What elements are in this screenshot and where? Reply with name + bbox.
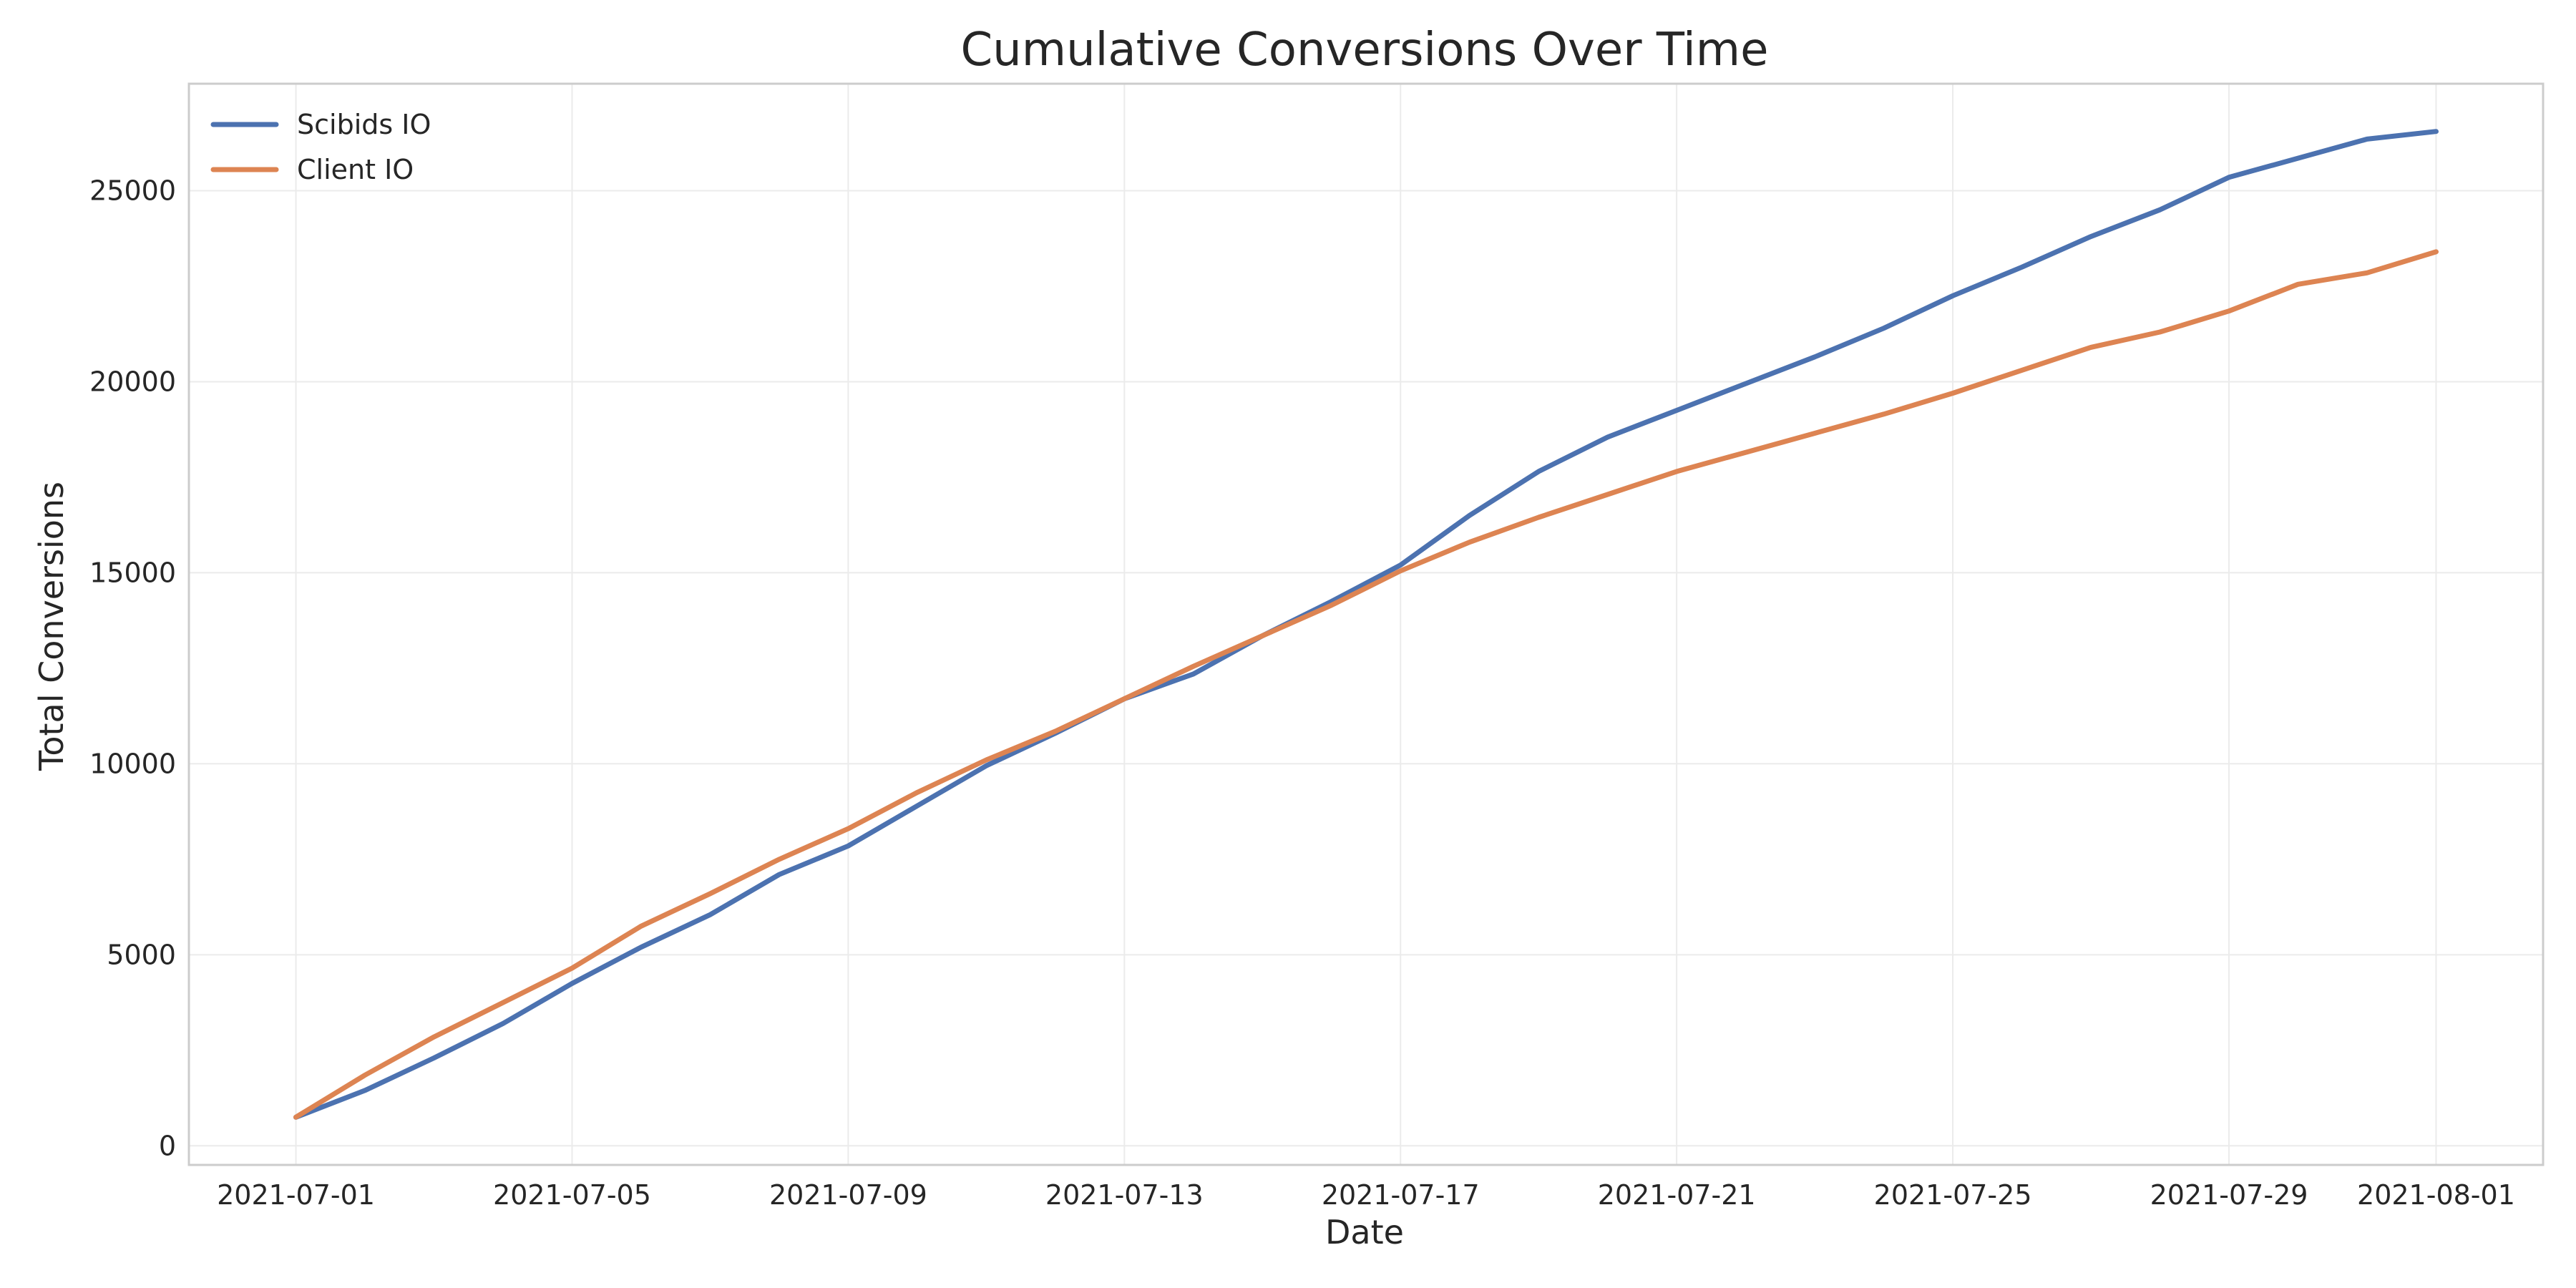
series-lines bbox=[293, 129, 2439, 1120]
y-tick-label: 5000 bbox=[107, 939, 176, 970]
series-line-scibids-io bbox=[293, 129, 2439, 1120]
x-tick-label: 2021-07-09 bbox=[769, 1179, 927, 1211]
x-axis-label: Date bbox=[1325, 1213, 1404, 1252]
legend: Scibids IO Client IO bbox=[210, 109, 431, 185]
series-line-client-io bbox=[293, 249, 2439, 1120]
x-tick-label: 2021-07-01 bbox=[217, 1179, 375, 1211]
y-tick-label: 25000 bbox=[89, 175, 176, 206]
x-tick-label: 2021-07-13 bbox=[1045, 1179, 1204, 1211]
x-tick-label: 2021-07-29 bbox=[2150, 1179, 2308, 1211]
x-tick-label: 2021-08-01 bbox=[2357, 1179, 2515, 1211]
grid-lines bbox=[189, 84, 2543, 1165]
y-tick-label: 10000 bbox=[89, 748, 176, 779]
x-tick-label: 2021-07-05 bbox=[493, 1179, 651, 1211]
y-tick-label: 15000 bbox=[89, 557, 176, 588]
y-tick-label: 0 bbox=[159, 1130, 176, 1161]
y-tick-label: 20000 bbox=[89, 366, 176, 397]
legend-label-scibids-io: Scibids IO bbox=[297, 109, 431, 140]
x-tick-label: 2021-07-21 bbox=[1598, 1179, 1756, 1211]
y-axis-label: Total Conversions bbox=[32, 482, 71, 771]
chart-title: Cumulative Conversions Over Time bbox=[960, 24, 1768, 77]
legend-label-client-io: Client IO bbox=[297, 154, 414, 185]
x-tick-label: 2021-07-17 bbox=[1322, 1179, 1480, 1211]
x-tick-label: 2021-07-25 bbox=[1874, 1179, 2032, 1211]
x-axis-ticks: 2021-07-01 2021-07-05 2021-07-09 2021-07-13… bbox=[217, 1179, 2515, 1211]
y-axis-ticks: 0 5000 10000 15000 20000 25000 bbox=[89, 175, 176, 1161]
plot-frame bbox=[187, 82, 2545, 1166]
